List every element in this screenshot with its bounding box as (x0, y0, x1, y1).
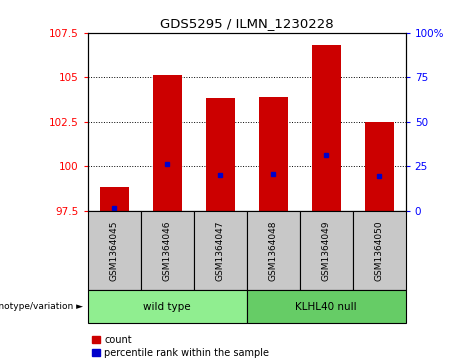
Bar (365, 122, 394, 211)
Bar (141, 211, 194, 290)
Bar (312, 45, 341, 211)
Legend: count, percentile rank within the sample: count, percentile rank within the sample (93, 335, 269, 358)
Bar (100, 187, 129, 211)
Bar (153, 76, 182, 211)
Bar (353, 211, 406, 290)
Text: GSM1364047: GSM1364047 (216, 220, 225, 281)
Text: genotype/variation ►: genotype/variation ► (0, 302, 83, 311)
Bar (259, 97, 288, 211)
Text: GSM1364046: GSM1364046 (163, 220, 171, 281)
Bar (88, 211, 141, 290)
Bar (206, 98, 235, 211)
Bar (88, 290, 247, 323)
Title: GDS5295 / ILMN_1230228: GDS5295 / ILMN_1230228 (160, 17, 333, 30)
Text: GSM1364050: GSM1364050 (375, 220, 384, 281)
Text: wild type: wild type (143, 302, 191, 312)
Bar (247, 290, 406, 323)
Text: KLHL40 null: KLHL40 null (296, 302, 357, 312)
Bar (194, 211, 247, 290)
Text: GSM1364048: GSM1364048 (269, 220, 278, 281)
Text: GSM1364049: GSM1364049 (322, 220, 331, 281)
Text: GSM1364045: GSM1364045 (110, 220, 118, 281)
Bar (300, 211, 353, 290)
Bar (247, 211, 300, 290)
